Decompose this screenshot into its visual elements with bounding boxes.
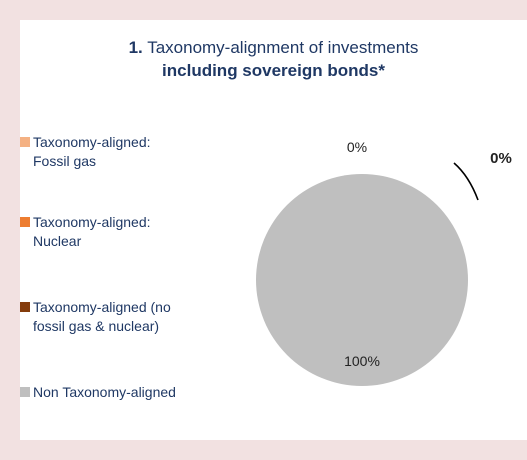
chart-title-text: Taxonomy-alignment of investments (147, 38, 419, 57)
chart-title-number: 1. (128, 38, 143, 57)
chart-title: 1. Taxonomy-alignment of investments inc… (20, 36, 527, 82)
legend-label-line: Fossil gas (33, 153, 97, 169)
chart-title-bold-text: including sovereign bonds* (162, 61, 385, 80)
chart-panel: 1. Taxonomy-alignment of investments inc… (20, 20, 527, 440)
pie-chart: 0% 0% 100% (256, 139, 512, 386)
legend-swatch-nuclear (20, 217, 30, 227)
chart-title-line2: including sovereign bonds* (20, 59, 527, 82)
legend-label-line: Non Taxonomy-aligned (33, 384, 176, 400)
data-label: 0% (490, 150, 512, 167)
legend-label-line: Nuclear (33, 233, 82, 249)
pie-slice (256, 174, 468, 386)
legend-label-line: Taxonomy-aligned (no (33, 299, 171, 315)
legend-label-line: Taxonomy-aligned: (33, 134, 151, 150)
data-label: 0% (347, 139, 367, 155)
legend-swatch-non-aligned (20, 387, 30, 397)
legend-label-line: fossil gas & nuclear) (33, 318, 160, 334)
chart-title-line1: 1. Taxonomy-alignment of investments (20, 36, 527, 59)
legend-swatch-no-fossil-gas-nuclear (20, 302, 30, 312)
label-leader-line (453, 162, 479, 201)
legend-label-line: Taxonomy-aligned: (33, 214, 151, 230)
legend-swatch-fossil-gas (20, 137, 30, 147)
data-label: 100% (344, 353, 380, 369)
